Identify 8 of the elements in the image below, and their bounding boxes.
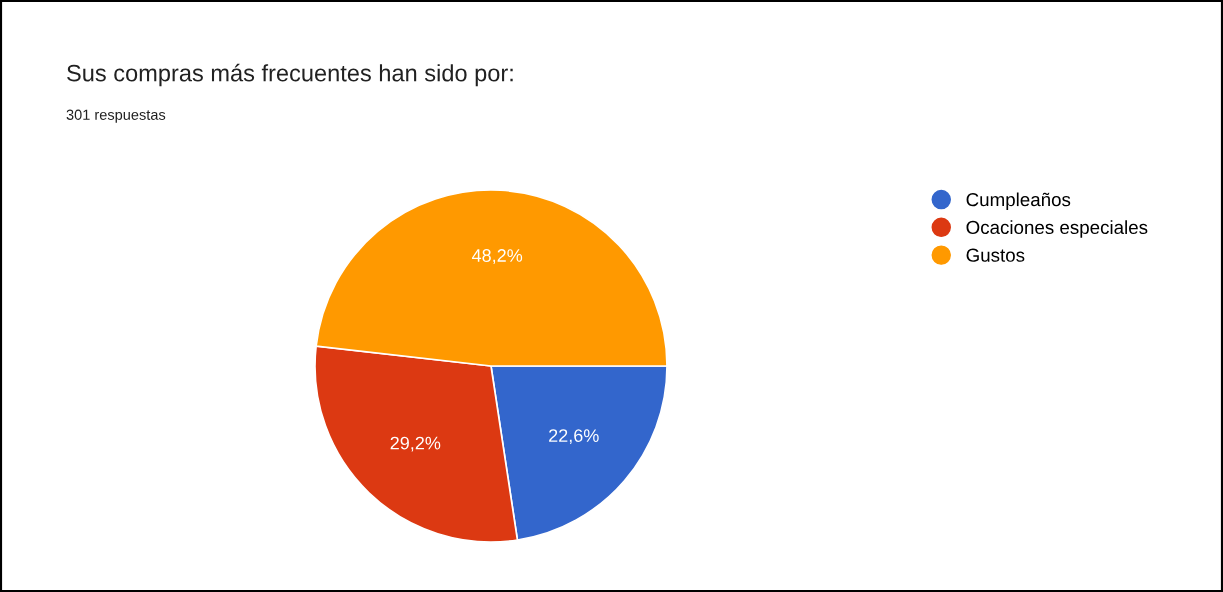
data-label: 48,2% [471,249,523,265]
chart-title: Sus compras más frecuentes han sido por: [67,63,513,87]
legend-label: Cumpleaños [966,192,1071,210]
legend-label: Ocaciones especiales [966,220,1148,238]
data-label: 22,6% [549,429,599,445]
legend-label: Gustos [966,248,1025,262]
data-label: 29,2% [390,436,441,452]
text: 301 respuestas [66,109,166,123]
